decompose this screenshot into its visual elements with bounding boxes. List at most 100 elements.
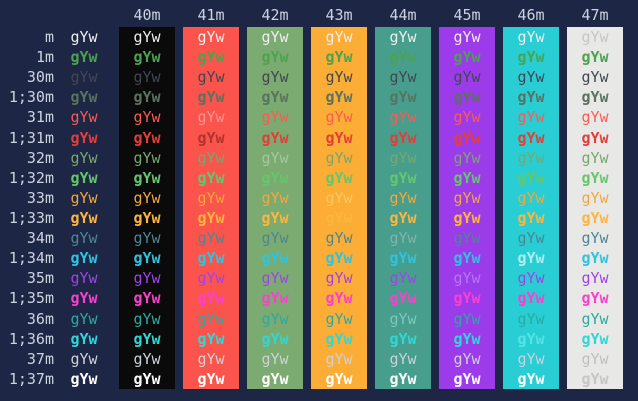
cell-gyw-33m-on-43m: gYw (325, 188, 353, 207)
cell-gyw-1;33m-on-44m: gYw (389, 208, 417, 227)
cell-gyw-1;33m-on-47m: gYw (581, 208, 609, 227)
cell-gyw-35m-on-47m: gYw (581, 269, 609, 288)
cell-gyw-1;35m-on-45m: gYw (453, 289, 481, 308)
cell-gyw-37m-on-42m: gYw (261, 349, 289, 368)
cell-gyw-1;30m-on-41m: gYw (197, 88, 225, 107)
cell-gyw-default-bg: gYw (70, 88, 98, 107)
cell-gyw-1;35m-on-44m: gYw (389, 289, 417, 308)
cell-gyw-1;32m-on-44m: gYw (389, 168, 417, 187)
ansi-row-36m: 36m gYw gYw gYw gYw gYw gYw gYw gYw gYw (0, 309, 638, 329)
cell-gyw-34m-on-43m: gYw (325, 229, 353, 248)
ansi-row-1;36m: 1;36m gYw gYw gYw gYw gYw gYw gYw gYw gYw (0, 329, 638, 349)
cell-gyw-1;36m-on-41m: gYw (197, 329, 225, 348)
row-label: 1;32m (8, 168, 54, 187)
row-label: m (44, 28, 54, 46)
cell-gyw-35m-on-41m: gYw (197, 269, 225, 288)
ansi-row-34m: 34m gYw gYw gYw gYw gYw gYw gYw gYw gYw (0, 228, 638, 248)
cell-gyw-1m-on-47m: gYw (581, 48, 609, 67)
row-label: 32m (26, 148, 54, 167)
cell-gyw-33m-on-42m: gYw (261, 188, 289, 207)
cell-gyw-37m-on-45m: gYw (453, 349, 481, 368)
cell-gyw-1;36m-on-46m: gYw (517, 329, 545, 348)
cell-gyw-1;34m-on-42m: gYw (261, 249, 289, 268)
cell-gyw-1m-on-44m: gYw (389, 48, 417, 67)
cell-gyw-35m-on-46m: gYw (517, 269, 545, 288)
cell-gyw-default-bg: gYw (70, 229, 98, 248)
ansi-row-31m: 31m gYw gYw gYw gYw gYw gYw gYw gYw gYw (0, 107, 638, 127)
cell-gyw-36m-on-47m: gYw (581, 309, 609, 328)
cell-gyw-m-on-46m: gYw (517, 28, 545, 46)
ansi-row-m: m gYw gYw gYw gYw gYw gYw gYw gYw gYw (0, 27, 638, 47)
cell-gyw-1;32m-on-46m: gYw (517, 168, 545, 187)
bg-stripe-44m (375, 27, 431, 389)
cell-gyw-31m-on-42m: gYw (261, 108, 289, 127)
cell-gyw-37m-on-41m: gYw (197, 349, 225, 368)
bg-stripe-42m (247, 27, 303, 389)
cell-gyw-default-bg: gYw (70, 148, 98, 167)
cell-gyw-1;33m-on-40m: gYw (133, 208, 161, 227)
cell-gyw-1;32m-on-41m: gYw (197, 168, 225, 187)
cell-gyw-33m-on-41m: gYw (197, 188, 225, 207)
ansi-row-30m: 30m gYw gYw gYw gYw gYw gYw gYw gYw gYw (0, 67, 638, 87)
cell-gyw-1;36m-on-45m: gYw (453, 329, 481, 348)
bg-stripe-45m (439, 27, 495, 389)
row-label: 1;30m (8, 88, 54, 107)
bg-stripe-40m (119, 27, 175, 389)
cell-gyw-37m-on-47m: gYw (581, 349, 609, 368)
cell-gyw-35m-on-42m: gYw (261, 269, 289, 288)
cell-gyw-32m-on-47m: gYw (581, 148, 609, 167)
cell-gyw-1;37m-on-42m: gYw (261, 369, 289, 388)
cell-gyw-1;34m-on-44m: gYw (389, 249, 417, 268)
cell-gyw-m-on-43m: gYw (325, 28, 353, 46)
cell-gyw-37m-on-44m: gYw (389, 349, 417, 368)
cell-gyw-1;30m-on-45m: gYw (453, 88, 481, 107)
cell-gyw-1;37m-on-43m: gYw (325, 369, 353, 388)
cell-gyw-33m-on-45m: gYw (453, 188, 481, 207)
cell-gyw-1;34m-on-41m: gYw (197, 249, 225, 268)
cell-gyw-36m-on-42m: gYw (261, 309, 289, 328)
ansi-row-1;32m: 1;32m gYw gYw gYw gYw gYw gYw gYw gYw gYw (0, 168, 638, 188)
row-label: 1;34m (8, 249, 54, 268)
cell-gyw-1;36m-on-42m: gYw (261, 329, 289, 348)
ansi-row-1;34m: 1;34m gYw gYw gYw gYw gYw gYw gYw gYw gYw (0, 248, 638, 268)
cell-gyw-1;33m-on-45m: gYw (453, 208, 481, 227)
cell-gyw-33m-on-46m: gYw (517, 188, 545, 207)
cell-gyw-36m-on-40m: gYw (133, 309, 161, 328)
cell-gyw-1;37m-on-45m: gYw (453, 369, 481, 388)
cell-gyw-default-bg: gYw (70, 369, 98, 388)
cell-gyw-1;34m-on-47m: gYw (581, 249, 609, 268)
cell-gyw-33m-on-40m: gYw (133, 188, 161, 207)
cell-gyw-32m-on-43m: gYw (325, 148, 353, 167)
ansi-row-1;33m: 1;33m gYw gYw gYw gYw gYw gYw gYw gYw gYw (0, 208, 638, 228)
column-header-41m: 41m (197, 6, 225, 24)
row-label: 1m (35, 48, 54, 67)
cell-gyw-34m-on-45m: gYw (453, 229, 481, 248)
cell-gyw-default-bg: gYw (70, 28, 98, 46)
row-label: 1;35m (8, 289, 54, 308)
cell-gyw-m-on-47m: gYw (581, 28, 609, 46)
ansi-row-1;35m: 1;35m gYw gYw gYw gYw gYw gYw gYw gYw gYw (0, 288, 638, 308)
cell-gyw-default-bg: gYw (70, 208, 98, 227)
cell-gyw-1;35m-on-46m: gYw (517, 289, 545, 308)
cell-gyw-1;30m-on-47m: gYw (581, 88, 609, 107)
cell-gyw-32m-on-45m: gYw (453, 148, 481, 167)
cell-gyw-default-bg: gYw (70, 168, 98, 187)
cell-gyw-1;33m-on-46m: gYw (517, 208, 545, 227)
cell-gyw-30m-on-44m: gYw (389, 68, 417, 87)
bg-stripe-43m (311, 27, 367, 389)
cell-gyw-34m-on-40m: gYw (133, 229, 161, 248)
cell-gyw-1m-on-46m: gYw (517, 48, 545, 67)
cell-gyw-1m-on-42m: gYw (261, 48, 289, 67)
cell-gyw-default-bg: gYw (70, 269, 98, 288)
cell-gyw-m-on-42m: gYw (261, 28, 289, 46)
cell-gyw-1;33m-on-42m: gYw (261, 208, 289, 227)
cell-gyw-31m-on-46m: gYw (517, 108, 545, 127)
cell-gyw-1;30m-on-42m: gYw (261, 88, 289, 107)
cell-gyw-default-bg: gYw (70, 128, 98, 147)
cell-gyw-default-bg: gYw (70, 309, 98, 328)
cell-gyw-1;36m-on-47m: gYw (581, 329, 609, 348)
cell-gyw-default-bg: gYw (70, 68, 98, 87)
cell-gyw-1;31m-on-41m: gYw (197, 128, 225, 147)
cell-gyw-1;35m-on-42m: gYw (261, 289, 289, 308)
